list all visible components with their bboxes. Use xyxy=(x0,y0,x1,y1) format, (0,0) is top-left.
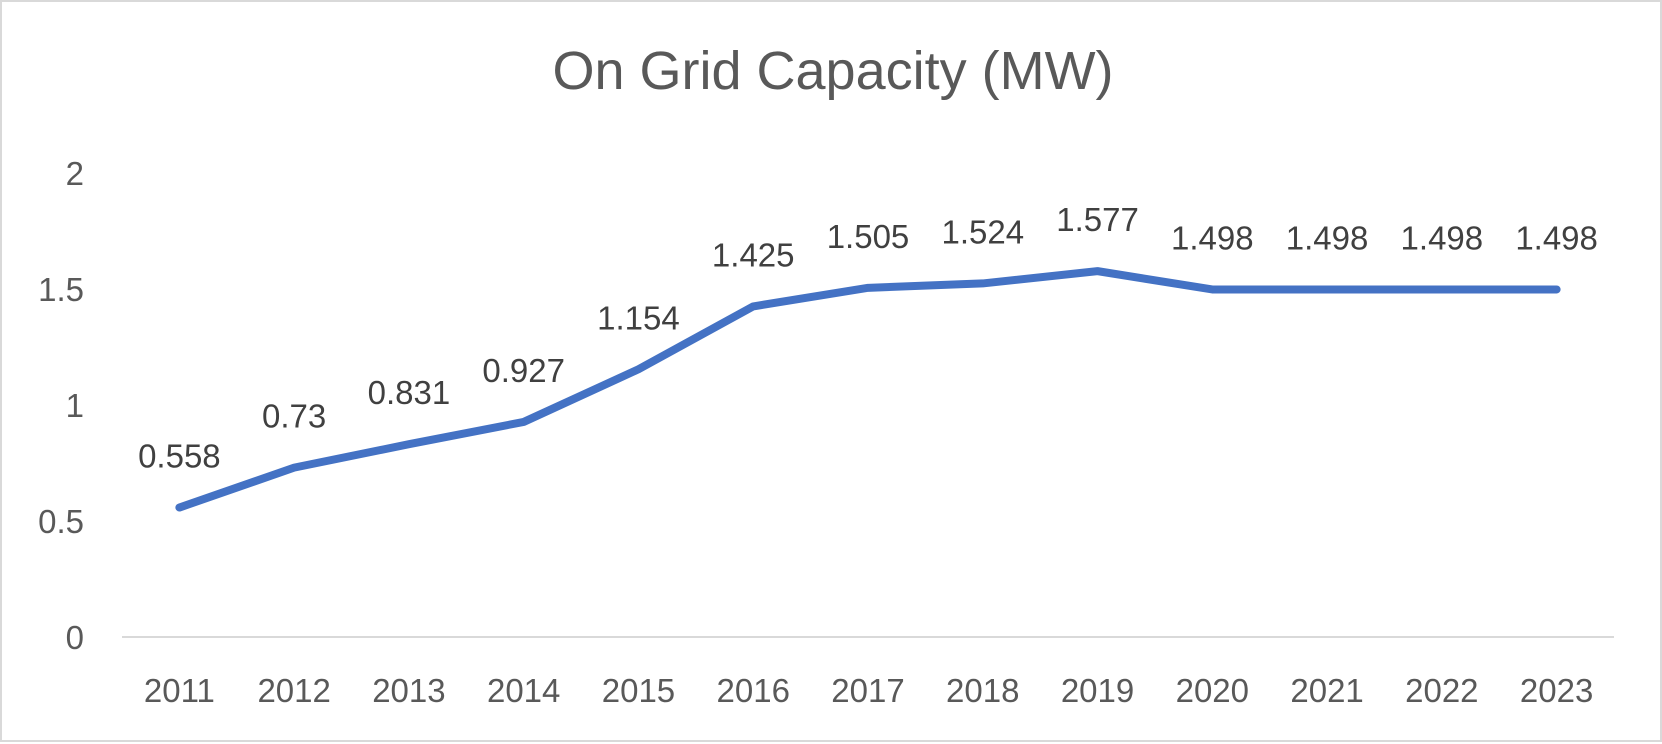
y-tick-label: 1 xyxy=(66,387,84,424)
data-point xyxy=(405,441,412,448)
data-label: 0.831 xyxy=(368,374,451,411)
data-point xyxy=(176,504,183,511)
x-tick-label: 2012 xyxy=(257,672,330,709)
data-label: 1.425 xyxy=(712,236,795,273)
x-tick-label: 2018 xyxy=(946,672,1019,709)
data-label: 1.498 xyxy=(1515,219,1598,256)
data-point xyxy=(520,418,527,425)
x-tick-label: 2016 xyxy=(717,672,790,709)
data-point xyxy=(865,284,871,291)
data-point xyxy=(1094,268,1101,275)
data-point xyxy=(979,280,986,287)
data-label: 0.73 xyxy=(262,398,326,435)
data-point xyxy=(1209,286,1216,293)
chart-title: On Grid Capacity (MW) xyxy=(552,41,1114,101)
y-tick-label: 2 xyxy=(66,155,84,192)
data-label: 1.577 xyxy=(1056,201,1139,238)
x-tick-label: 2017 xyxy=(831,672,904,709)
x-tick-label: 2013 xyxy=(372,672,445,709)
data-point xyxy=(1553,286,1560,293)
x-tick-label: 2023 xyxy=(1520,672,1593,709)
data-point xyxy=(750,303,757,310)
data-point xyxy=(291,464,298,471)
data-label: 0.558 xyxy=(138,438,221,475)
data-label: 0.927 xyxy=(482,352,565,389)
y-tick-label: 1.5 xyxy=(38,271,84,308)
data-label: 1.154 xyxy=(597,299,680,336)
x-tick-label: 2015 xyxy=(602,672,675,709)
x-tick-label: 2022 xyxy=(1405,672,1478,709)
data-point xyxy=(1438,286,1445,293)
x-tick-label: 2020 xyxy=(1176,672,1249,709)
data-point xyxy=(635,366,642,373)
x-tick-label: 2019 xyxy=(1061,672,1134,709)
data-label: 1.498 xyxy=(1171,219,1254,256)
data-point xyxy=(1324,286,1331,293)
x-tick-label: 2014 xyxy=(487,672,560,709)
data-label: 1.524 xyxy=(941,213,1024,250)
data-label: 1.498 xyxy=(1286,219,1369,256)
data-label: 1.498 xyxy=(1401,219,1484,256)
x-tick-label: 2021 xyxy=(1290,672,1363,709)
y-tick-label: 0.5 xyxy=(38,503,84,540)
x-tick-label: 2011 xyxy=(144,672,215,709)
data-label: 1.505 xyxy=(827,218,910,255)
y-tick-label: 0 xyxy=(66,619,84,656)
